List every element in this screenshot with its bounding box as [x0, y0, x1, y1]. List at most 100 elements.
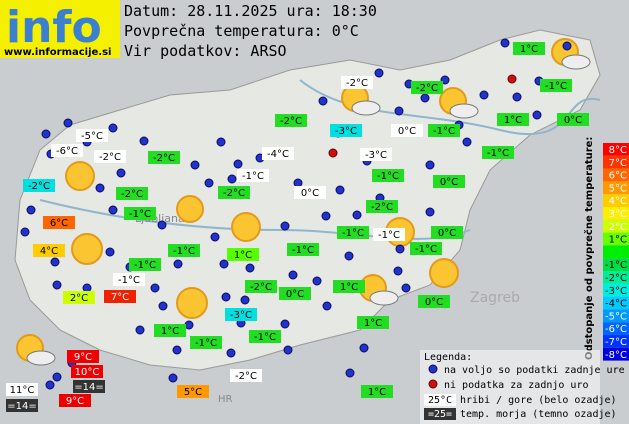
station-temp: -1°C	[242, 171, 264, 182]
station-temp: 0°C	[425, 297, 443, 308]
legend-text: ni podatka za zadnjo uro	[444, 380, 589, 391]
missing-dot	[328, 148, 338, 158]
scale-label: 3°C	[609, 209, 627, 220]
station-temp: -1°C	[118, 275, 140, 286]
header-line: Povprečna temperatura: 0°C	[124, 22, 359, 40]
station-temp: -1°C	[173, 246, 195, 257]
station-temp: -1°C	[342, 228, 364, 239]
station-label-box	[129, 258, 161, 271]
station-label-box	[333, 280, 365, 293]
station-dot	[221, 292, 231, 302]
station-temp: 0°C	[440, 177, 458, 188]
station-dot	[172, 345, 182, 355]
station-dot	[226, 348, 236, 358]
legend-dot	[428, 379, 438, 389]
station-dot	[352, 210, 362, 220]
scale-swatch	[603, 347, 629, 361]
station-label-box	[59, 394, 91, 407]
station-temp: -3°C	[335, 126, 357, 137]
station-temp: 6°C	[50, 218, 68, 229]
station-label-box	[357, 316, 389, 329]
station-temp: 9°C	[66, 396, 84, 407]
sun-icon	[429, 258, 459, 288]
station-label-box	[366, 200, 398, 213]
station-dot	[108, 123, 118, 133]
missing-dot	[507, 74, 517, 84]
station-temp: -2°C	[153, 153, 175, 164]
station-dot	[500, 38, 510, 48]
station-temp: 1°C	[364, 318, 382, 329]
station-label-box	[73, 380, 105, 393]
station-dot	[108, 205, 118, 215]
station-dot	[425, 207, 435, 217]
station-dot	[479, 90, 489, 100]
station-temp: -1°C	[292, 245, 314, 256]
station-temp: -1°C	[195, 338, 217, 349]
scale-label: -1°C	[605, 260, 627, 271]
station-label-box	[431, 226, 463, 239]
scale-label: 1°C	[609, 235, 627, 246]
cloud-icon	[369, 290, 399, 306]
station-dot	[216, 137, 226, 147]
scale-label: 5°C	[609, 183, 627, 194]
station-temp: -1°C	[129, 209, 151, 220]
station-label-box	[497, 113, 529, 126]
station-temp: -1°C	[378, 230, 400, 241]
cloud-icon	[561, 54, 591, 70]
station-label-box	[51, 144, 83, 157]
city-label: Zagreb	[470, 290, 520, 306]
sun-icon	[176, 287, 208, 319]
station-temp: 0°C	[564, 115, 582, 126]
station-label-box	[482, 146, 514, 159]
river	[39, 199, 471, 240]
station-dot	[135, 325, 145, 335]
scale-label: -3°C	[605, 286, 627, 297]
station-temp: -2°C	[121, 189, 143, 200]
header-line: Datum: 28.11.2025 ura: 18:30	[124, 2, 377, 20]
station-dot	[26, 205, 36, 215]
scale-swatch	[603, 309, 629, 323]
station-temp: -2°C	[28, 181, 50, 192]
station-dot	[150, 283, 160, 293]
logo-box	[0, 0, 120, 58]
station-dot	[168, 373, 178, 383]
station-dot	[240, 295, 250, 305]
station-label-box	[279, 287, 311, 300]
station-temp: 5°C	[184, 387, 202, 398]
station-label-box	[418, 295, 450, 308]
station-dot	[322, 301, 332, 311]
station-temp: 1°C	[520, 44, 538, 55]
station-temp: 1°C	[234, 250, 252, 261]
scale-swatch	[603, 296, 629, 310]
station-dot	[512, 92, 522, 102]
station-label-box	[557, 113, 589, 126]
station-dot	[82, 283, 92, 293]
station-dot	[95, 183, 105, 193]
station-dot	[52, 280, 62, 290]
cloud-icon	[351, 100, 381, 116]
station-dot	[425, 160, 435, 170]
station-temp: -2°C	[280, 116, 302, 127]
station-dot	[532, 110, 542, 120]
station-label-box	[67, 350, 99, 363]
station-dot	[116, 168, 126, 178]
legend-sample	[424, 408, 456, 420]
station-label-box	[391, 124, 423, 137]
station-label-box	[245, 280, 277, 293]
station-temp: -1°C	[254, 332, 276, 343]
station-dot	[158, 301, 168, 311]
station-dot	[190, 160, 200, 170]
station-dot	[204, 178, 214, 188]
legend-text: temp. morja (temno ozadje)	[460, 409, 617, 420]
station-label-box	[337, 226, 369, 239]
station-label-box	[225, 308, 257, 321]
station-temp: 0°C	[438, 228, 456, 239]
station-label-box	[330, 124, 362, 137]
scale-label: 2°C	[609, 222, 627, 233]
station-label-box	[190, 336, 222, 349]
station-label-box	[341, 76, 373, 89]
sun-icon	[231, 212, 261, 242]
station-temp: -1°C	[433, 126, 455, 137]
station-label-box	[237, 169, 269, 182]
station-dot	[462, 137, 472, 147]
